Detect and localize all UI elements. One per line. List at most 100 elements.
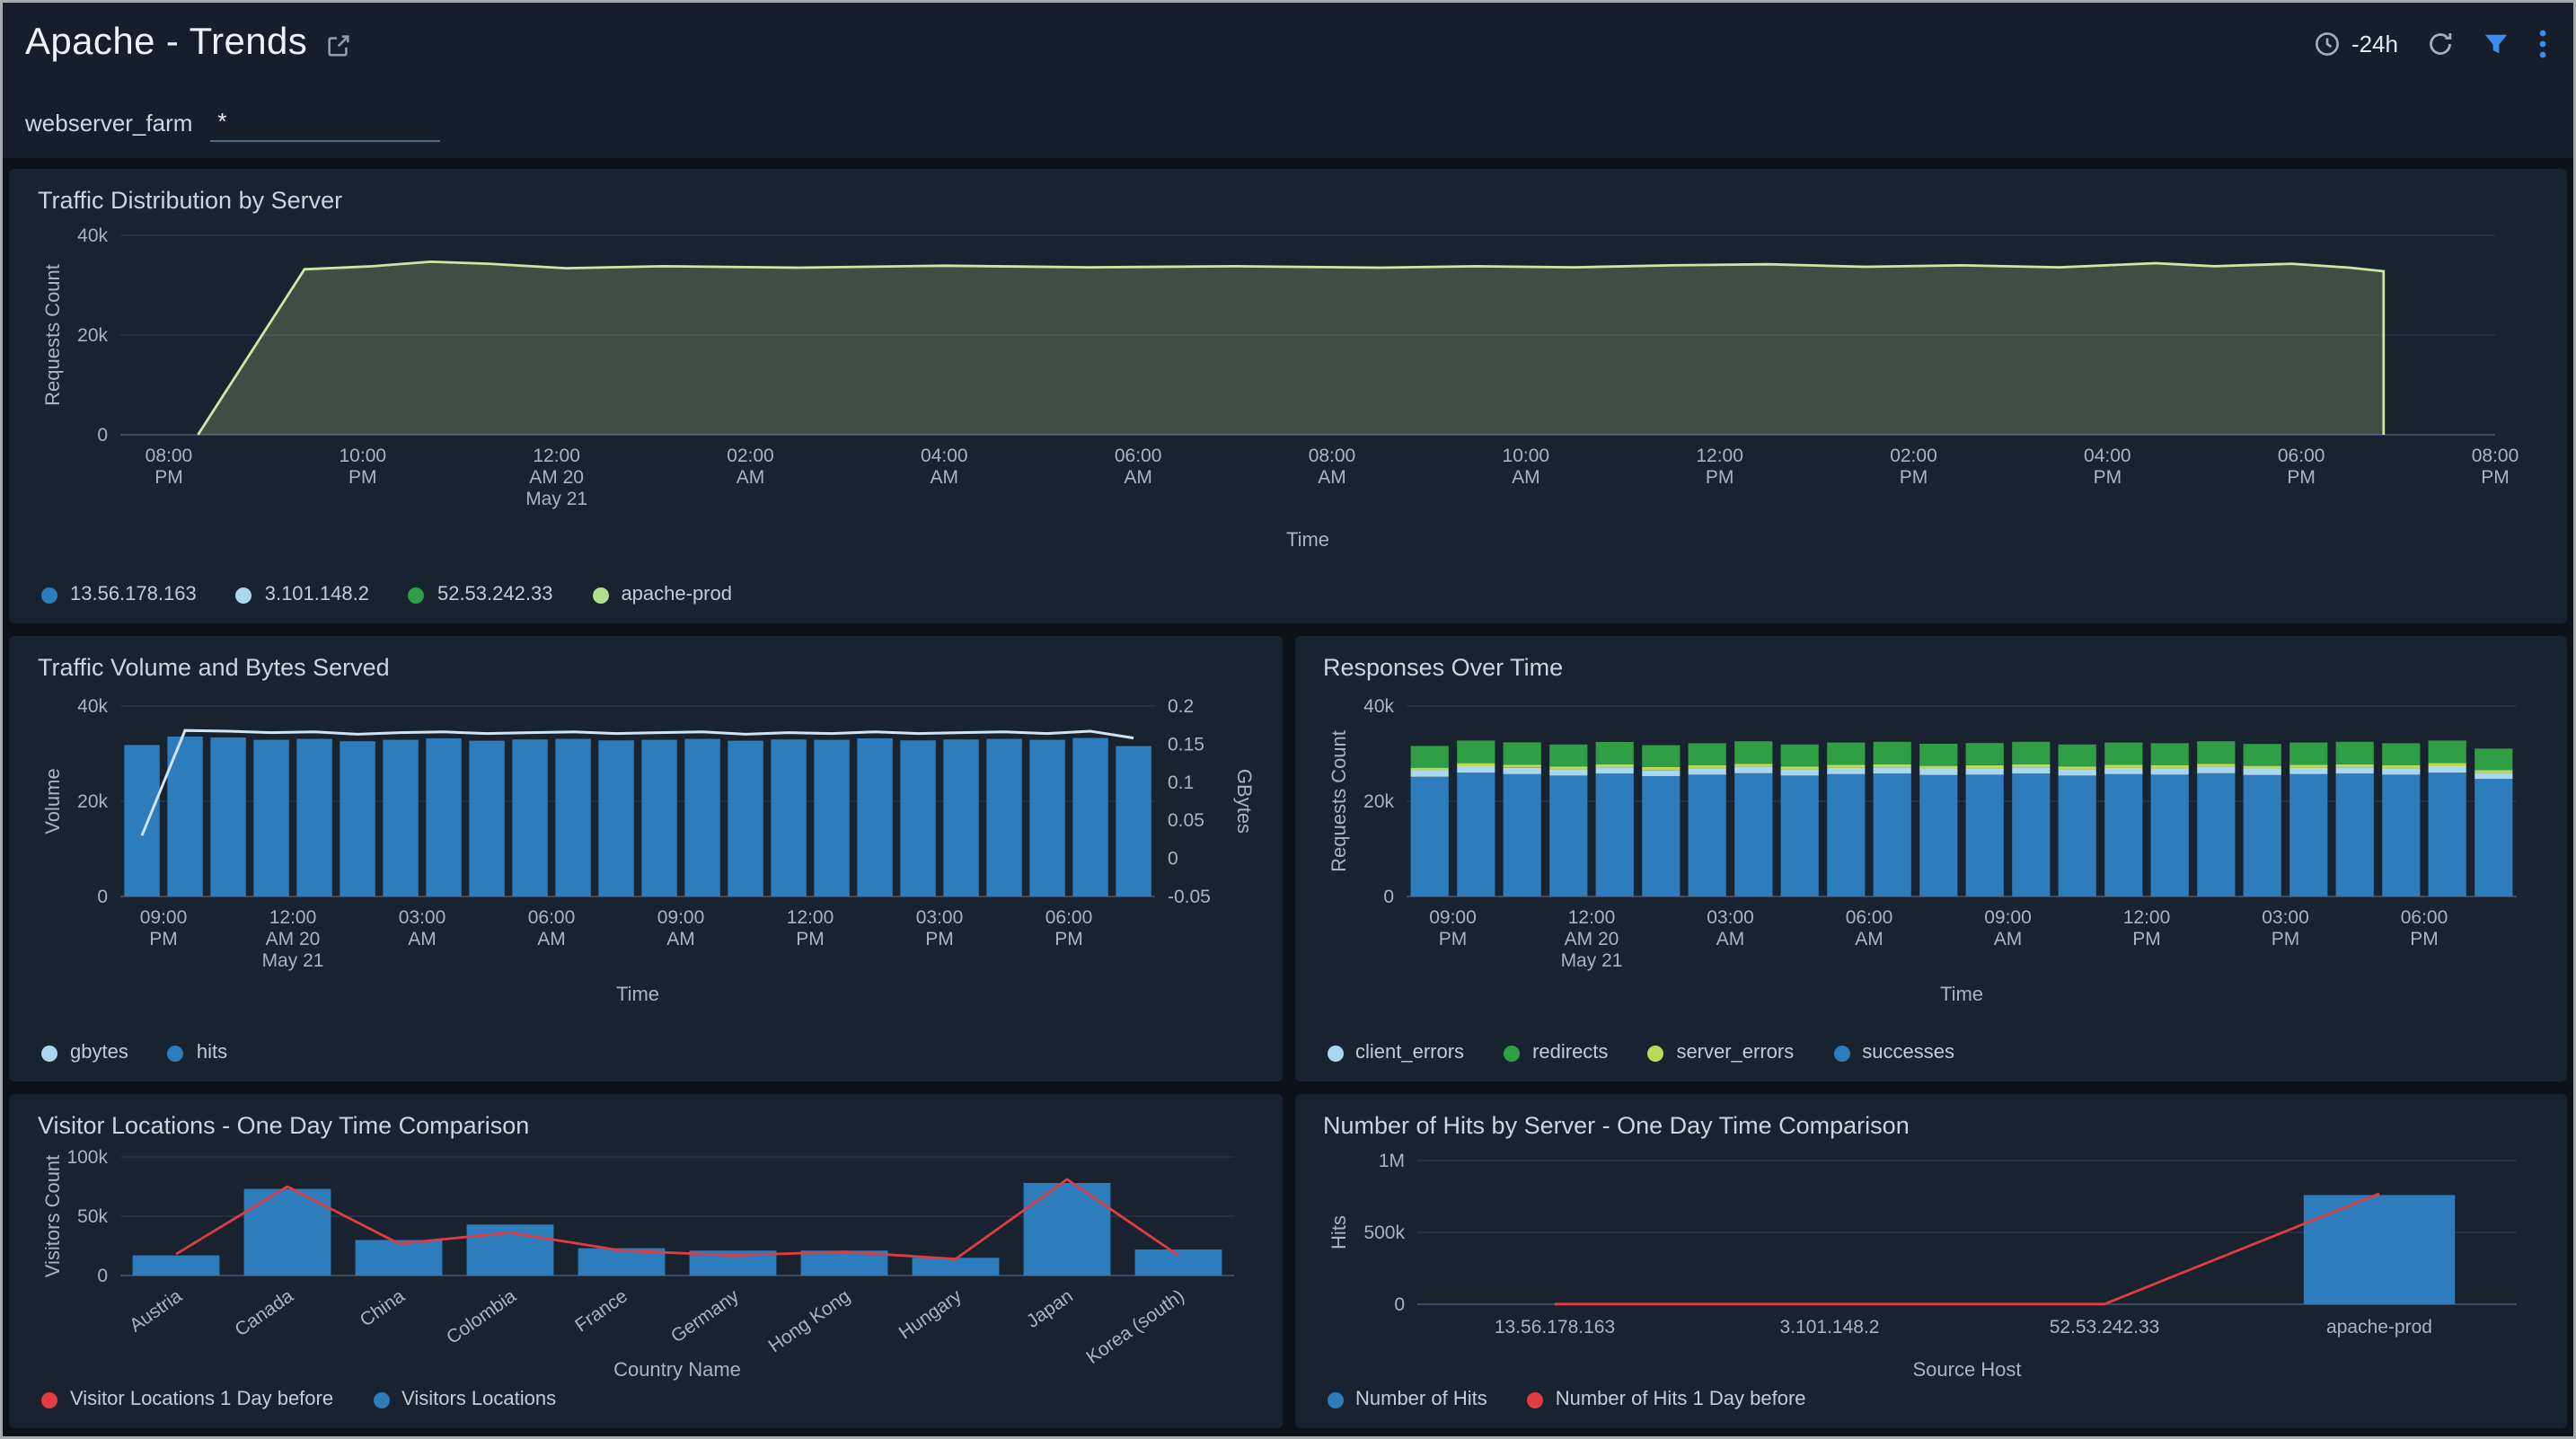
bar-client_errors [1919, 769, 1957, 775]
svg-text:PM: PM [149, 929, 178, 949]
bar-client_errors [2149, 768, 2188, 775]
bar-client_errors [1548, 769, 1587, 776]
legend-label: successes [1862, 1042, 1954, 1064]
legend-item[interactable]: Number of Hits [1327, 1390, 1487, 1410]
bar-client_errors [2381, 768, 2420, 775]
bar-redirects [1548, 744, 1587, 767]
legend-item[interactable]: 13.56.178.163 [41, 585, 197, 605]
svg-text:40k: 40k [77, 696, 108, 717]
bar-server_errors [2289, 764, 2327, 768]
bar-client_errors [1409, 771, 1448, 777]
svg-text:08:00: 08:00 [146, 446, 193, 466]
legend-item[interactable]: gbytes [41, 1042, 128, 1064]
svg-text:10:00: 10:00 [340, 446, 387, 466]
hits-by-server-legend: Number of Hits Number of Hits 1 Day befor… [1323, 1387, 2538, 1417]
bar-server_errors [2334, 764, 2373, 768]
panel-responses-over-time: Responses Over Time 0 20k 40k 09:00 PM 12:00 A… [1294, 636, 2567, 1081]
bar-successes [1826, 773, 1865, 896]
svg-text:12:00: 12:00 [1696, 446, 1743, 466]
bar-client_errors [2242, 769, 2280, 775]
traffic-distribution-legend: 13.56.178.163 3.101.148.2 52.53.242.33 apac… [38, 582, 2538, 613]
line-series [175, 1178, 1179, 1261]
legend-dot [235, 587, 252, 604]
bar-redirects [2149, 743, 2188, 765]
bar-client_errors [1872, 767, 1910, 774]
legend-label: 52.53.242.33 [437, 584, 553, 605]
bar-redirects [2381, 743, 2420, 765]
svg-text:03:00: 03:00 [399, 907, 446, 928]
plot: 0 500k 1M 13.56.178.163 3.101.148.2 52.53.242… [1363, 1151, 2516, 1337]
legend-dot [167, 1046, 184, 1062]
legend-item[interactable]: redirects [1504, 1043, 1608, 1064]
legend-dot [373, 1392, 390, 1408]
svg-text:12:00: 12:00 [269, 907, 317, 928]
bar-server_errors [2381, 765, 2420, 769]
svg-text:0: 0 [97, 887, 108, 907]
line-series [140, 728, 1134, 836]
svg-text:12:00: 12:00 [1567, 907, 1615, 928]
svg-text:Colombia: Colombia [443, 1285, 520, 1348]
bar-client_errors [1641, 770, 1680, 776]
time-range-label: -24h [2351, 30, 2398, 57]
visitor-locations-chart: 0 50k 100k Austria Canada China Colombia France… [38, 1146, 1253, 1383]
filter-toggle-button[interactable] [2483, 30, 2510, 57]
bar-successes [1872, 773, 1910, 896]
filter-input[interactable] [210, 102, 441, 142]
bar-server_errors [2057, 766, 2095, 770]
legend-item[interactable]: Visitors Locations [373, 1390, 556, 1410]
svg-text:04:00: 04:00 [2084, 446, 2131, 466]
svg-text:Time: Time [616, 983, 659, 1005]
legend-item[interactable]: 3.101.148.2 [235, 585, 369, 605]
filter-bar: webserver_farm [0, 86, 2576, 158]
bar-server_errors [2149, 765, 2188, 769]
clock-icon [2314, 30, 2341, 57]
svg-text:06:00: 06:00 [528, 907, 576, 928]
svg-text:AM: AM [737, 467, 765, 488]
bar-server_errors [1964, 765, 2003, 769]
time-range-control[interactable]: -24h [2314, 30, 2398, 57]
svg-text:Time: Time [1939, 983, 1982, 1005]
bar-client_errors [1964, 768, 2003, 775]
bar [900, 740, 936, 896]
svg-text:GBytes: GBytes [1233, 769, 1252, 834]
kebab-menu-button[interactable] [2538, 28, 2547, 58]
svg-text:PM: PM [925, 929, 954, 949]
svg-text:Source Host: Source Host [1911, 1358, 2020, 1381]
svg-text:PM: PM [796, 929, 825, 949]
bar-server_errors [1872, 764, 1910, 768]
bar-client_errors [2011, 767, 2050, 774]
refresh-button[interactable] [2427, 30, 2454, 57]
bar-successes [1964, 774, 2003, 896]
bar-redirects [1779, 744, 1818, 767]
bar [728, 740, 763, 896]
bar-redirects [1964, 743, 2003, 765]
panel-title: Traffic Volume and Bytes Served [38, 654, 390, 681]
legend-label: gbytes [70, 1042, 128, 1064]
svg-text:PM: PM [154, 467, 183, 488]
svg-text:06:00: 06:00 [2278, 446, 2325, 466]
svg-text:0: 0 [97, 1266, 108, 1286]
panel-title: Visitor Locations - One Day Time Compari… [38, 1112, 530, 1139]
legend-item[interactable]: Number of Hits 1 Day before [1526, 1390, 1806, 1410]
bar [2302, 1195, 2455, 1304]
bar-successes [2474, 779, 2512, 896]
bar [1134, 1249, 1222, 1276]
legend-item[interactable]: client_errors [1327, 1043, 1464, 1064]
svg-text:Time: Time [1286, 528, 1329, 551]
bar-successes [1734, 772, 1772, 896]
svg-text:Country Name: Country Name [613, 1358, 741, 1381]
legend-item[interactable]: server_errors [1647, 1043, 1794, 1064]
bar-redirects [1502, 742, 1540, 765]
legend-item[interactable]: successes [1833, 1042, 1954, 1064]
bar [167, 737, 203, 896]
legend-item[interactable]: hits [167, 1043, 227, 1064]
share-icon[interactable] [325, 32, 352, 59]
svg-text:Korea (south): Korea (south) [1082, 1285, 1187, 1368]
legend-item[interactable]: apache-prod [592, 585, 732, 605]
svg-text:Japan: Japan [1023, 1285, 1077, 1332]
bar-client_errors [1502, 767, 1540, 774]
legend-item[interactable]: 52.53.242.33 [408, 584, 553, 605]
hits-by-server-chart: 0 500k 1M 13.56.178.163 3.101.148.2 52.53.242… [1323, 1146, 2538, 1383]
legend-item[interactable]: Visitor Locations 1 Day before [41, 1390, 333, 1410]
